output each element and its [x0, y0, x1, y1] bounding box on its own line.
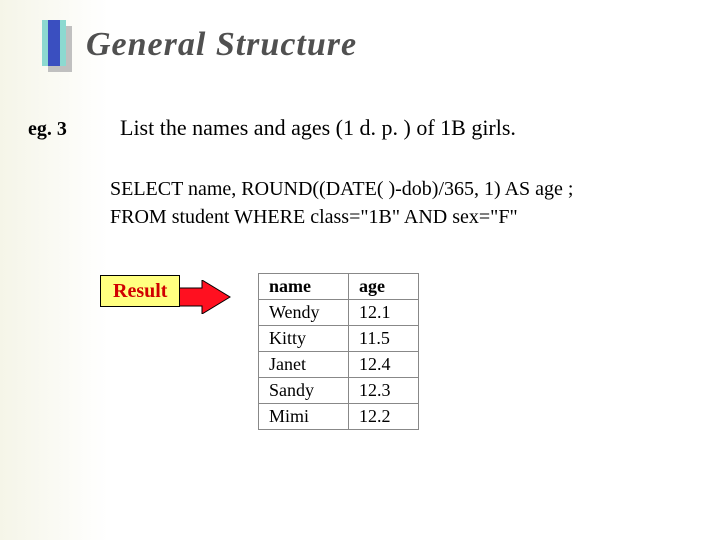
cell-name: Sandy [259, 378, 349, 404]
cell-name: Kitty [259, 326, 349, 352]
sql-line-1: SELECT name, ROUND((DATE( )-dob)/365, 1)… [110, 175, 573, 203]
table-row: Kitty 11.5 [259, 326, 419, 352]
title-bar-icon [40, 20, 70, 70]
sql-line-2: FROM student WHERE class="1B" AND sex="F… [110, 203, 573, 231]
cell-name: Mimi [259, 404, 349, 430]
cell-age: 12.1 [349, 300, 419, 326]
cell-age: 12.3 [349, 378, 419, 404]
cell-name: Janet [259, 352, 349, 378]
arrow-icon [172, 280, 232, 314]
table-row: Sandy 12.3 [259, 378, 419, 404]
cell-age: 12.4 [349, 352, 419, 378]
title-block: General Structure [40, 20, 357, 70]
page-title: General Structure [86, 26, 357, 64]
result-table: name age Wendy 12.1 Kitty 11.5 Janet 12.… [258, 273, 419, 430]
result-label: Result [100, 275, 180, 307]
cell-age: 12.2 [349, 404, 419, 430]
col-header-age: age [349, 274, 419, 300]
result-label-wrap: Result [100, 280, 180, 303]
question-text: List the names and ages (1 d. p. ) of 1B… [120, 115, 516, 141]
table-row: Mimi 12.2 [259, 404, 419, 430]
cell-age: 11.5 [349, 326, 419, 352]
table-row: Janet 12.4 [259, 352, 419, 378]
example-label: eg. 3 [28, 118, 67, 141]
table-row: Wendy 12.1 [259, 300, 419, 326]
sql-block: SELECT name, ROUND((DATE( )-dob)/365, 1)… [110, 175, 573, 231]
table-header-row: name age [259, 274, 419, 300]
cell-name: Wendy [259, 300, 349, 326]
col-header-name: name [259, 274, 349, 300]
